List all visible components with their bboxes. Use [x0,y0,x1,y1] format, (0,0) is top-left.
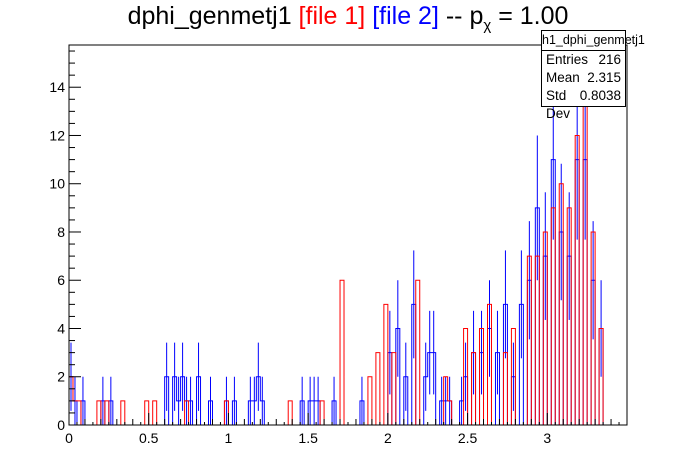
title-file1: [file 1] [298,2,366,30]
stats-value: 2.315 [587,70,621,85]
stats-row-mean: Mean 2.315 [542,69,625,87]
x-tick-label: 3 [543,430,551,446]
y-tick-label: 8 [57,224,65,240]
title-main: dphi_genmetj1 [127,2,292,30]
stats-row-stddev: Std Dev 0.8038 [542,87,625,121]
y-tick-label: 10 [49,176,65,192]
stats-label: Std Dev [546,88,571,121]
title-p-value: = 1.00 [498,2,569,30]
x-tick-label: 2.5 [458,430,478,446]
x-tick-label: 0 [65,430,73,446]
y-tick-label: 12 [49,127,65,143]
stats-label: Entries [546,52,589,67]
x-tick-label: 0.5 [139,430,159,446]
stats-value: 216 [598,52,621,67]
title-p: p [469,2,484,30]
title-separator: -- [445,2,463,30]
stats-value: 0.8038 [579,88,621,103]
stats-title: h1_dphi_genmetj1 [542,31,645,51]
series-file1-step [68,62,627,426]
y-tick-label: 6 [57,272,65,288]
x-tick-label: 2 [384,430,392,446]
title-chi: χ [483,17,492,34]
x-tick-label: 1 [225,430,233,446]
stats-box: h1_dphi_genmetj1 Entries 216 Mean 2.315 … [541,30,645,121]
y-tick-label: 2 [57,369,65,385]
y-tick-label: 14 [49,79,65,95]
stats-row-entries: Entries 216 [542,51,625,69]
stats-label: Mean [546,70,580,85]
y-tick-label: 0 [57,417,65,433]
x-tick-label: 1.5 [298,430,318,446]
chart-title: dphi_genmetj1 [file 1] [file 2] -- pχ = … [0,2,696,34]
y-tick-label: 4 [57,320,65,336]
title-file2: [file 2] [372,2,439,30]
